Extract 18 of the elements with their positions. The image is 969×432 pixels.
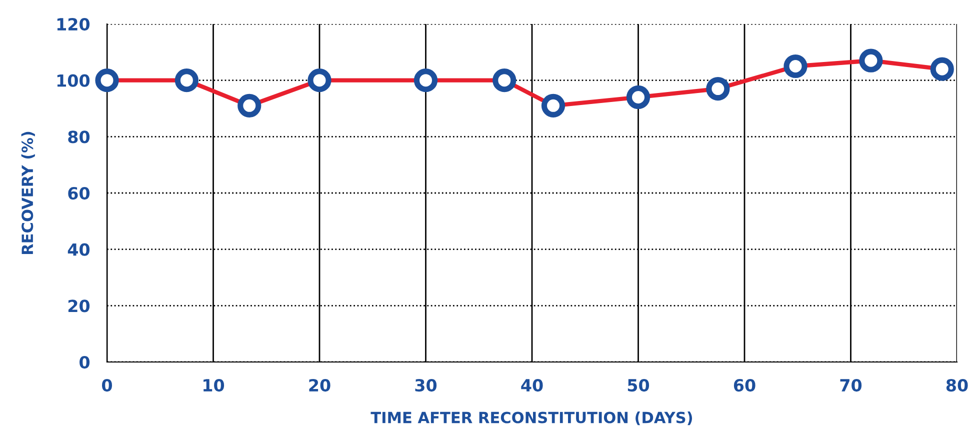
y-tick-label: 60 [68,186,90,200]
x-tick-label: 30 [415,378,437,392]
y-tick-label: 40 [68,243,90,256]
y-tick-label: 0 [80,356,90,369]
y-tick-label: 100 [57,74,90,87]
y-tick-label: 120 [57,18,90,31]
y-axis-title: RECOVERY (%) [21,132,35,254]
x-tick-label: 70 [840,378,862,392]
x-tick-label: 20 [309,378,330,392]
x-tick-label: 0 [102,378,112,392]
x-tick-label: 80 [946,378,968,392]
x-tick-label: 50 [628,378,650,392]
y-tick-label: 80 [68,130,90,144]
x-tick-label: 10 [204,378,224,392]
y-tick-label: 20 [68,300,90,312]
x-axis-title: TIME AFTER RECONSTITUTION (DAYS) [370,411,692,426]
x-tick-label: 60 [734,378,756,392]
x-tick-label: 40 [521,378,543,392]
